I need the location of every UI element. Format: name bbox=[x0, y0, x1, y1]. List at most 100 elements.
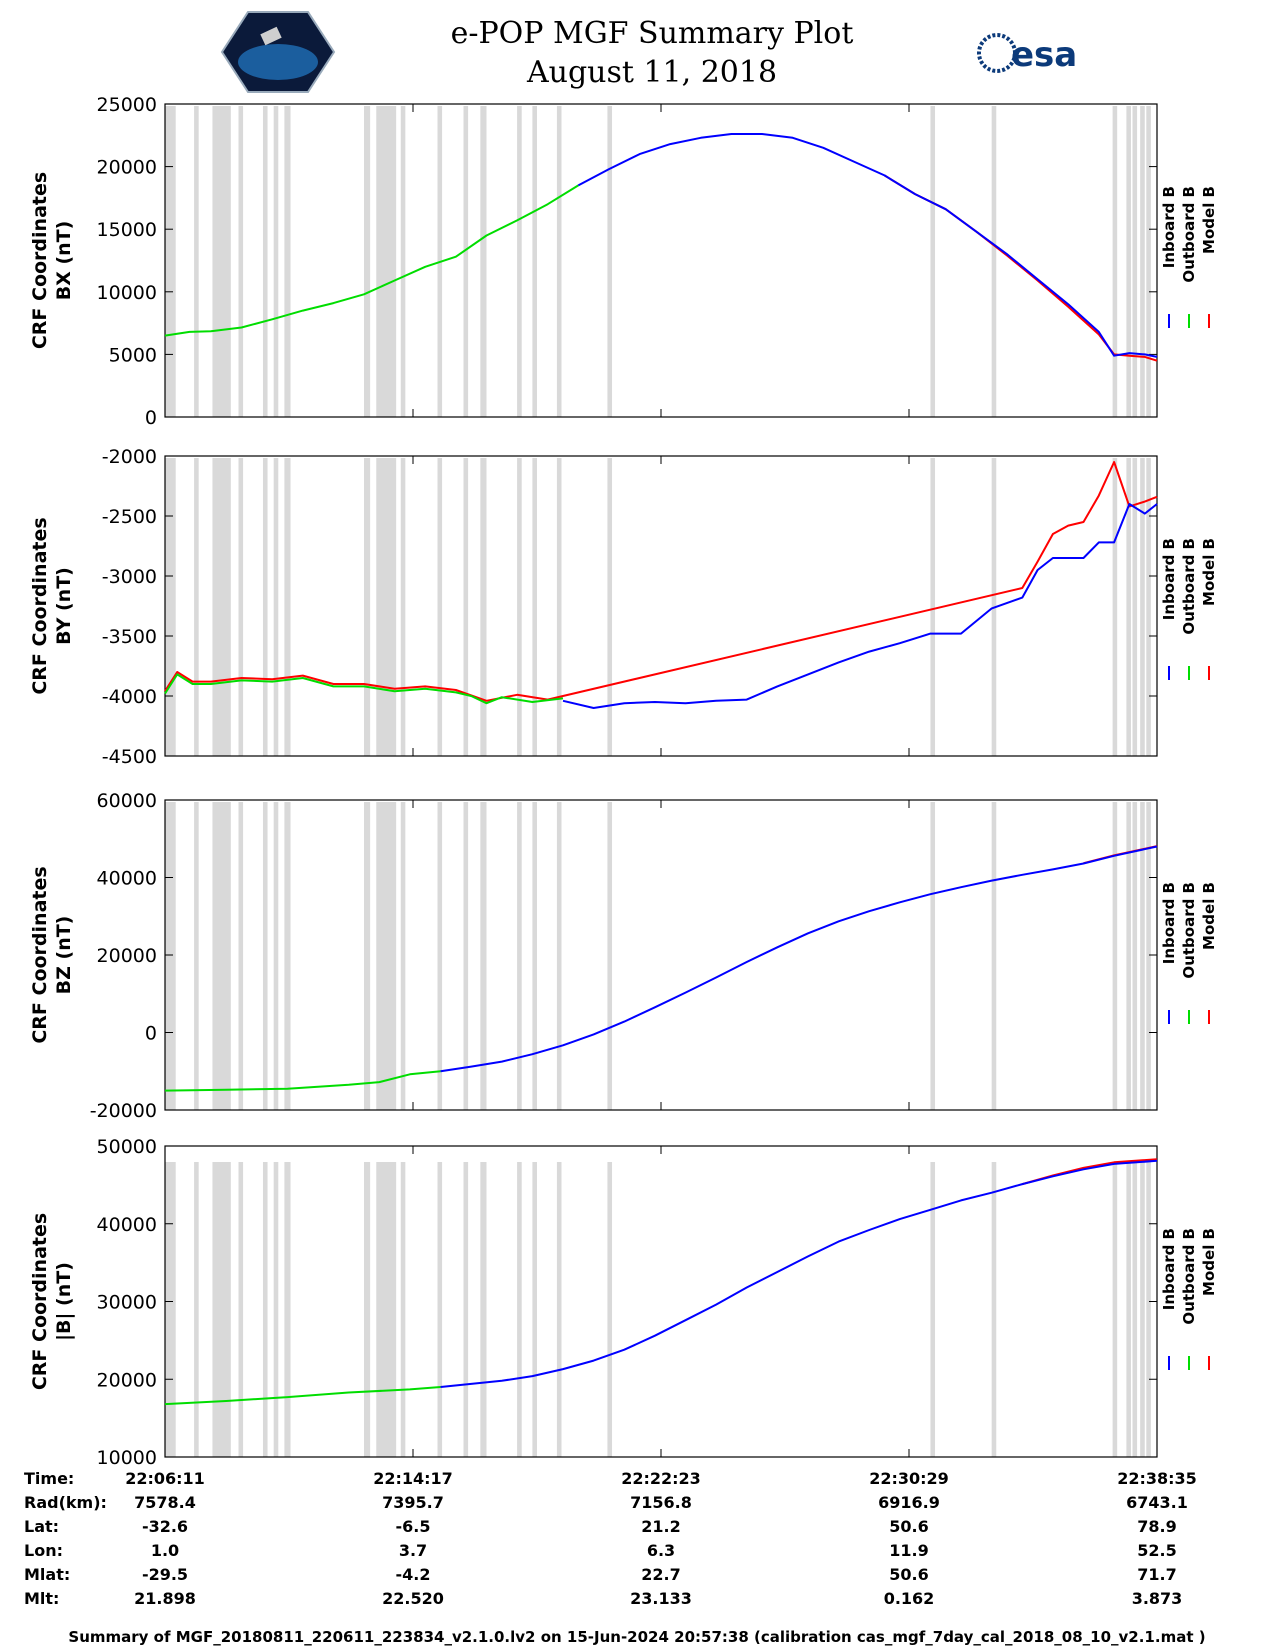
y-tick-label: 25000 bbox=[97, 94, 157, 116]
gap-band bbox=[273, 802, 279, 1110]
info-value: 1.0 bbox=[151, 1541, 179, 1560]
legend-label: Outboard B bbox=[1180, 538, 1198, 635]
gap-band bbox=[532, 1162, 537, 1457]
gap-band bbox=[463, 106, 469, 417]
left-mission-logo bbox=[220, 11, 336, 93]
info-row-label: Time: bbox=[24, 1469, 74, 1488]
y-tick-label: 50000 bbox=[97, 1136, 157, 1158]
gap-band bbox=[1112, 1162, 1118, 1457]
y-tick-label: -4500 bbox=[102, 746, 157, 768]
gap-band bbox=[556, 106, 562, 417]
gap-band bbox=[238, 1162, 244, 1457]
y-axis-label-line2: |B| (nT) bbox=[53, 1262, 75, 1341]
info-value: 21.2 bbox=[641, 1517, 680, 1536]
gap-band bbox=[930, 1162, 936, 1457]
gap-band bbox=[194, 458, 199, 756]
y-tick-label: 0 bbox=[145, 407, 157, 429]
gap-band bbox=[376, 458, 397, 756]
y-tick-label: 0 bbox=[145, 1023, 157, 1045]
gap-band bbox=[1112, 458, 1118, 756]
axes-frame bbox=[164, 799, 1158, 1111]
axes-frame bbox=[164, 455, 1158, 757]
info-value: -32.6 bbox=[142, 1517, 188, 1536]
gap-band bbox=[1112, 106, 1118, 417]
gap-band bbox=[238, 802, 244, 1110]
y-tick-label: -3500 bbox=[102, 626, 157, 648]
gap-band bbox=[165, 458, 176, 756]
gap-band bbox=[437, 802, 443, 1110]
info-value: 71.7 bbox=[1137, 1565, 1176, 1584]
y-axis-label-line1: CRF Coordinates bbox=[29, 1213, 51, 1390]
y-tick-label: -3000 bbox=[102, 566, 157, 588]
esa-logo: esa bbox=[977, 33, 1077, 75]
gap-band bbox=[463, 802, 469, 1110]
info-value: 0.162 bbox=[884, 1589, 935, 1608]
info-value: 6743.1 bbox=[1126, 1493, 1188, 1512]
legend-label: Inboard B bbox=[1160, 882, 1178, 964]
info-value: 7395.7 bbox=[382, 1493, 444, 1512]
gap-band bbox=[480, 106, 487, 417]
gap-band bbox=[607, 458, 613, 756]
gap-band bbox=[1126, 106, 1131, 417]
info-value: 22:06:11 bbox=[125, 1469, 205, 1488]
gap-band bbox=[480, 802, 487, 1110]
gap-band bbox=[930, 458, 936, 756]
gap-band bbox=[1140, 458, 1145, 756]
info-value: 78.9 bbox=[1137, 1517, 1176, 1536]
gap-band bbox=[532, 458, 537, 756]
gap-band bbox=[1146, 458, 1151, 756]
gap-band bbox=[364, 1162, 371, 1457]
info-value: 50.6 bbox=[889, 1517, 928, 1536]
legend-label: Inboard B bbox=[1160, 538, 1178, 620]
y-tick-label: -4000 bbox=[102, 686, 157, 708]
axes-frame bbox=[164, 1145, 1158, 1458]
legend-label: Outboard B bbox=[1180, 882, 1198, 979]
gap-band bbox=[607, 1162, 613, 1457]
info-row-label: Lat: bbox=[24, 1517, 59, 1536]
info-row-label: Mlat: bbox=[24, 1565, 70, 1584]
series-line-inboard-b bbox=[440, 1159, 1158, 1388]
gap-band bbox=[262, 458, 268, 756]
y-tick-label: 60000 bbox=[97, 790, 157, 812]
info-value: 52.5 bbox=[1137, 1541, 1176, 1560]
gap-band bbox=[400, 802, 406, 1110]
y-tick-label: 20000 bbox=[97, 945, 157, 967]
gap-band bbox=[400, 1162, 406, 1457]
gap-band bbox=[165, 802, 176, 1110]
series-line-inboard-b bbox=[577, 133, 1158, 358]
gap-band bbox=[212, 1162, 231, 1457]
gap-band bbox=[517, 1162, 522, 1457]
gap-band bbox=[1126, 458, 1131, 756]
info-value: 22:38:35 bbox=[1117, 1469, 1197, 1488]
gap-band bbox=[991, 106, 997, 417]
gap-band bbox=[165, 106, 176, 417]
gap-band bbox=[930, 106, 936, 417]
panel-4: 10000 20000 30000 40000 50000 CRF Coordinates… bbox=[29, 1136, 1218, 1469]
series-line-outboard-b bbox=[164, 673, 564, 705]
gap-band bbox=[463, 1162, 469, 1457]
gap-band bbox=[1132, 1162, 1138, 1457]
y-axis-label-line1: CRF Coordinates bbox=[29, 866, 51, 1043]
gap-band bbox=[376, 802, 397, 1110]
gap-band bbox=[400, 458, 406, 756]
gap-band bbox=[532, 802, 537, 1110]
info-value: 21.898 bbox=[134, 1589, 196, 1608]
gap-band bbox=[1146, 106, 1151, 417]
gap-band bbox=[1132, 802, 1138, 1110]
gap-band bbox=[437, 458, 443, 756]
gap-band bbox=[376, 1162, 397, 1457]
gap-band bbox=[556, 458, 562, 756]
series-line-outboard-b bbox=[164, 184, 579, 337]
gap-band bbox=[284, 106, 291, 417]
y-tick-label: 20000 bbox=[97, 1369, 157, 1391]
gap-band bbox=[607, 802, 613, 1110]
gap-band bbox=[1140, 1162, 1145, 1457]
info-value: -4.2 bbox=[396, 1565, 431, 1584]
info-value: 22:30:29 bbox=[869, 1469, 949, 1488]
esa-logo-text: esa bbox=[1011, 35, 1077, 75]
y-tick-label: 40000 bbox=[97, 868, 157, 890]
gap-band bbox=[1146, 802, 1151, 1110]
y-tick-label: 10000 bbox=[97, 1447, 157, 1469]
gap-band bbox=[238, 458, 244, 756]
gap-band bbox=[273, 458, 279, 756]
